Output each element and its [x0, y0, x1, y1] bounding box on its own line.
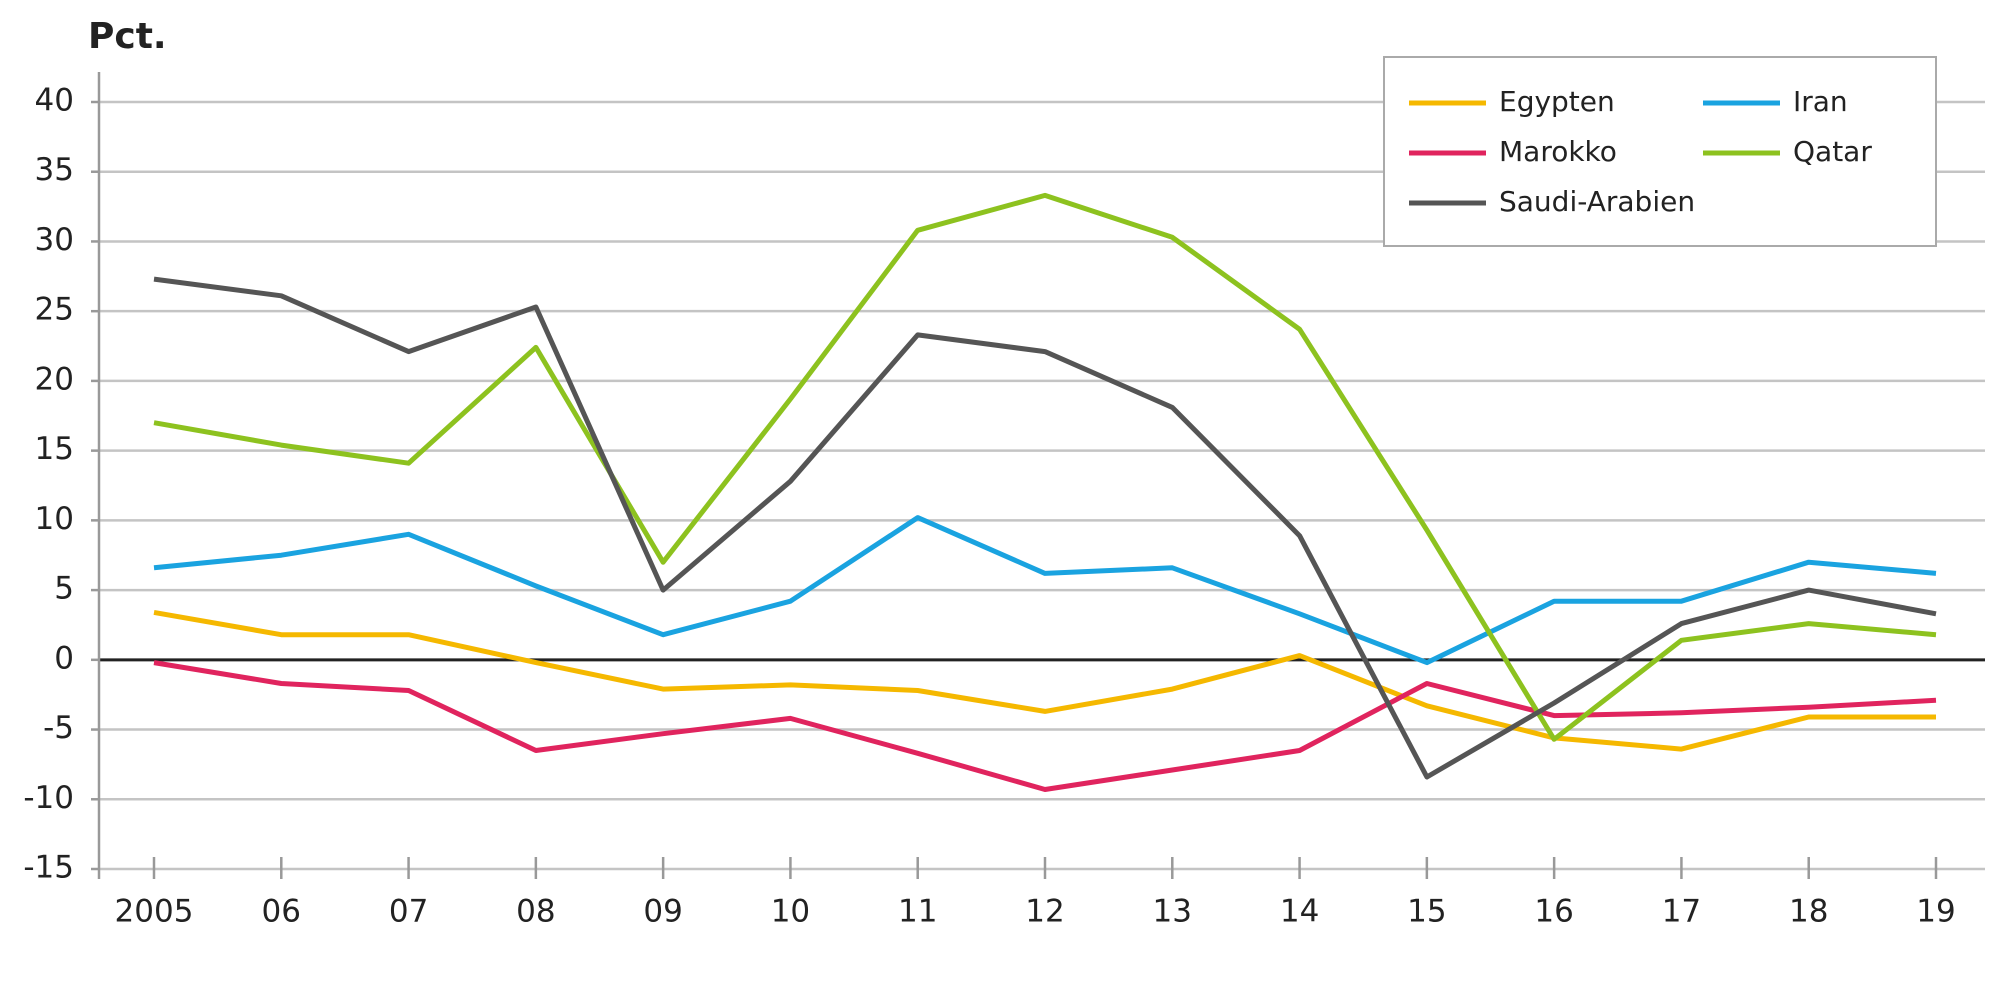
y-tick-label: -15 — [23, 850, 74, 886]
x-tick-label: 15 — [1407, 894, 1446, 930]
y-tick-label: 5 — [54, 571, 74, 607]
x-tick-label: 08 — [516, 894, 555, 930]
x-tick-label: 12 — [1025, 894, 1064, 930]
line-series — [153, 660, 1937, 792]
y-tick-label: 25 — [35, 292, 74, 328]
x-tick-label: 06 — [262, 894, 301, 930]
x-tick-label: 19 — [1916, 894, 1955, 930]
y-tick-label: 0 — [54, 640, 74, 676]
line-series — [153, 515, 1937, 666]
x-tick-label: 13 — [1153, 894, 1192, 930]
y-tick-label: 15 — [35, 431, 74, 467]
y-tick-label: 10 — [35, 501, 74, 537]
x-tick-label: 07 — [389, 894, 428, 930]
line-series — [153, 609, 1936, 752]
x-tick-label: 11 — [898, 894, 937, 930]
y-tick-label: -5 — [43, 710, 74, 746]
x-tick-label: 09 — [643, 894, 682, 930]
line-series — [153, 276, 1937, 780]
x-tick-label: 14 — [1280, 894, 1319, 930]
y-tick-label: 40 — [35, 83, 74, 119]
x-tick-label: 18 — [1789, 894, 1828, 930]
legend-label: Qatar — [1793, 135, 1872, 168]
x-tick-label: 17 — [1662, 894, 1701, 930]
line-series — [153, 192, 1937, 742]
y-tick-label: 20 — [35, 361, 74, 397]
legend-label: Marokko — [1499, 135, 1617, 168]
chart-title: Pct. — [88, 16, 167, 57]
y-tick-label: -10 — [23, 780, 74, 816]
y-tick-label: 30 — [35, 222, 74, 258]
legend-label: Saudi-Arabien — [1499, 185, 1695, 218]
legend-label: Egypten — [1499, 85, 1615, 118]
legend-label: Iran — [1793, 85, 1848, 118]
x-tick-label: 10 — [771, 894, 810, 930]
x-tick-label: 16 — [1534, 894, 1573, 930]
y-tick-label: 35 — [35, 152, 74, 188]
x-tick-label: 2005 — [115, 894, 194, 930]
